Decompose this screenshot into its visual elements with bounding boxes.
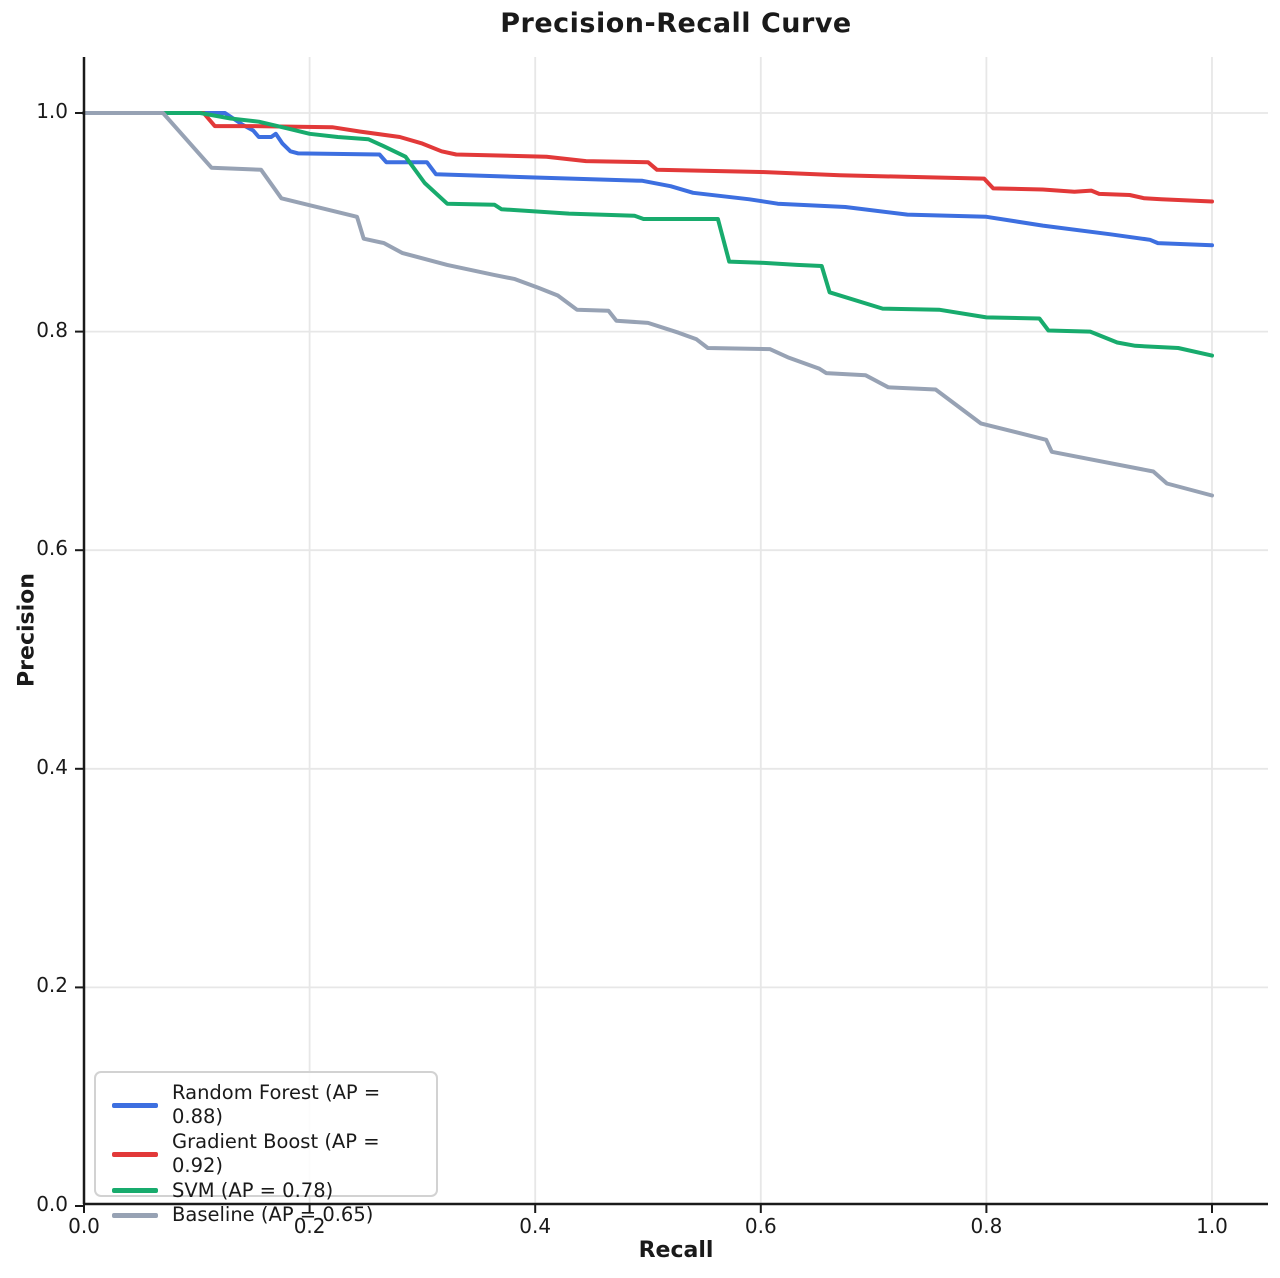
x-tick-label: 1.0 [1196,1214,1228,1238]
legend-item-random-forest: Random Forest (AP = 0.88) [108,1081,424,1130]
y-tick-label: 0.0 [36,1192,68,1216]
legend-item-gradient-boost: Gradient Boost (AP = 0.92) [108,1130,424,1179]
legend-item-svm: SVM (AP = 0.78) [108,1179,424,1203]
legend-swatch [112,1151,158,1157]
y-tick-label: 0.4 [36,754,68,779]
y-tick-label: 0.8 [36,317,68,342]
x-tick-label: 0.2 [293,1214,326,1238]
chart-title: Precision-Recall Curve [500,8,852,39]
legend-label: Random Forest (AP = 0.88) [172,1081,381,1129]
curve-svm [82,111,1214,358]
legend: Random Forest (AP = 0.88) Gradient Boost … [94,1071,438,1226]
x-axis-label: Recall [638,1238,714,1263]
y-tick-label: 1.0 [36,99,68,123]
curve-random-forest [82,111,1214,248]
curve-gradient-boost [82,111,1214,204]
legend-swatch [112,1212,158,1218]
x-tick-label: 0.6 [744,1214,777,1238]
x-tick-label: 0.8 [970,1214,1003,1238]
legend-swatch [112,1188,158,1194]
legend-label: SVM (AP = 0.78) [172,1178,334,1202]
x-tick-label: 0.4 [519,1214,552,1238]
legend-label: Gradient Boost (AP = 0.92) [172,1129,380,1178]
y-axis-label: Precision [14,573,40,687]
x-tick-label: 0.0 [68,1214,100,1238]
y-tick-label: 0.2 [36,973,68,998]
legend-swatch [112,1102,158,1108]
legend-item-baseline: Baseline (AP = 0.65) [108,1203,424,1227]
y-tick-label: 0.6 [36,536,68,561]
legend-label: Baseline (AP = 0.65) [172,1202,374,1226]
curve-baseline [82,111,1214,498]
